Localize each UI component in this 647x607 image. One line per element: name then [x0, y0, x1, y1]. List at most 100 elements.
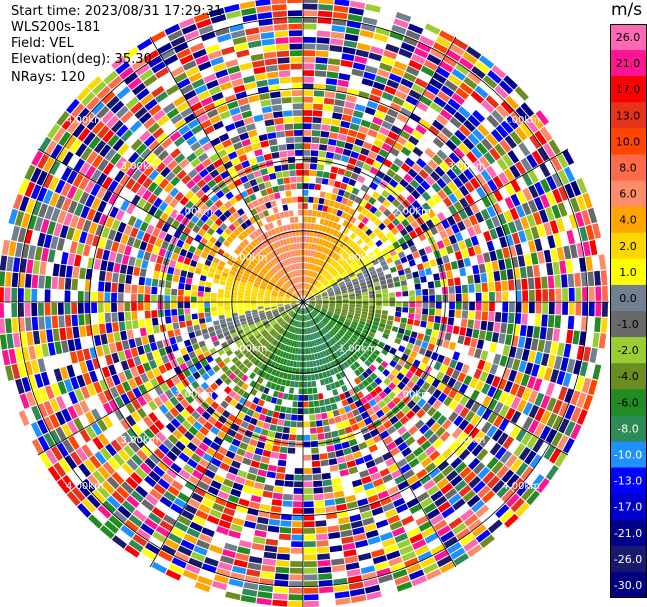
velocity-gate [358, 262, 366, 269]
velocity-gate [313, 272, 318, 279]
velocity-gate [213, 174, 223, 184]
velocity-gate [341, 536, 354, 544]
velocity-gate [341, 53, 355, 62]
velocity-gate [220, 155, 230, 164]
velocity-gate [82, 219, 92, 233]
velocity-gate [315, 63, 328, 71]
velocity-gate [524, 362, 534, 375]
velocity-gate [368, 466, 379, 475]
velocity-gate [489, 302, 495, 312]
velocity-gate [331, 317, 338, 322]
velocity-gate [194, 581, 211, 593]
velocity-gate [298, 381, 303, 388]
velocity-gate [303, 243, 306, 249]
velocity-gate [394, 337, 402, 345]
velocity-gate [327, 390, 334, 398]
velocity-gate [191, 308, 198, 314]
velocity-gate [218, 519, 232, 529]
velocity-gate [72, 229, 82, 242]
velocity-gate [486, 425, 498, 438]
velocity-gate [160, 382, 170, 392]
velocity-gate [467, 544, 483, 558]
velocity-gate [306, 361, 310, 368]
velocity-gate [383, 377, 392, 386]
velocity-gate [102, 249, 110, 261]
velocity-gate [328, 258, 334, 265]
velocity-gate [336, 302, 342, 304]
velocity-gate [389, 415, 399, 425]
velocity-gate [313, 290, 319, 295]
velocity-gate [258, 385, 266, 393]
velocity-gate [56, 354, 66, 368]
velocity-gate [126, 165, 138, 177]
velocity-gate [37, 419, 49, 435]
velocity-gate [470, 202, 480, 214]
velocity-gate [8, 241, 17, 257]
velocity-gate [416, 408, 426, 419]
velocity-gate [339, 371, 346, 378]
velocity-gate [181, 174, 192, 185]
velocity-gate [265, 310, 272, 314]
velocity-gate [329, 295, 335, 298]
velocity-gate [225, 591, 241, 601]
velocity-gate [408, 425, 419, 436]
velocity-gate [386, 425, 397, 435]
velocity-gate [308, 196, 314, 203]
velocity-gate [441, 127, 454, 139]
velocity-gate [390, 125, 402, 135]
velocity-gate [426, 83, 440, 96]
velocity-gate [315, 297, 322, 300]
velocity-gate [265, 477, 275, 485]
velocity-gate [271, 445, 281, 453]
velocity-gate [332, 327, 339, 333]
velocity-gate [128, 514, 143, 528]
velocity-gate [277, 326, 283, 333]
velocity-gate [525, 118, 539, 133]
velocity-gate [564, 183, 575, 199]
velocity-gate [382, 306, 389, 311]
velocity-gate [79, 162, 91, 176]
velocity-gate [375, 519, 389, 529]
velocity-gate [244, 451, 254, 460]
velocity-gate [298, 395, 303, 401]
velocity-gate [420, 136, 432, 147]
velocity-gate [284, 413, 292, 421]
velocity-gate [277, 299, 284, 301]
velocity-gate [556, 152, 569, 169]
velocity-gate [270, 338, 276, 345]
velocity-gate [427, 395, 437, 406]
velocity-gate [160, 427, 172, 438]
velocity-gate [473, 223, 482, 235]
velocity-gate [539, 425, 552, 441]
velocity-gate [396, 458, 408, 468]
velocity-gate [253, 214, 261, 222]
velocity-gate [137, 173, 148, 185]
velocity-gate [539, 380, 549, 394]
velocity-gate [323, 219, 330, 226]
velocity-gate [305, 328, 308, 335]
velocity-gate [112, 272, 119, 283]
velocity-gate [463, 257, 472, 267]
velocity-gate [295, 334, 298, 341]
velocity-gate [313, 325, 318, 332]
velocity-gate [324, 91, 336, 99]
velocity-gate [108, 342, 117, 354]
velocity-gate [362, 341, 370, 349]
velocity-gate [89, 347, 98, 359]
velocity-gate [414, 283, 421, 290]
velocity-gate [12, 193, 24, 210]
velocity-gate [236, 448, 246, 457]
velocity-gate [225, 501, 238, 510]
velocity-gate [229, 364, 238, 372]
velocity-gate [234, 259, 242, 266]
velocity-gate [142, 232, 151, 243]
velocity-gate [358, 441, 368, 450]
velocity-gate [266, 335, 272, 341]
velocity-gate [443, 103, 457, 116]
velocity-gate [245, 313, 252, 318]
velocity-gate [313, 340, 318, 346]
velocity-gate [291, 298, 297, 301]
velocity-gate [211, 352, 220, 360]
velocity-gate [354, 369, 361, 377]
velocity-gate [377, 400, 387, 409]
